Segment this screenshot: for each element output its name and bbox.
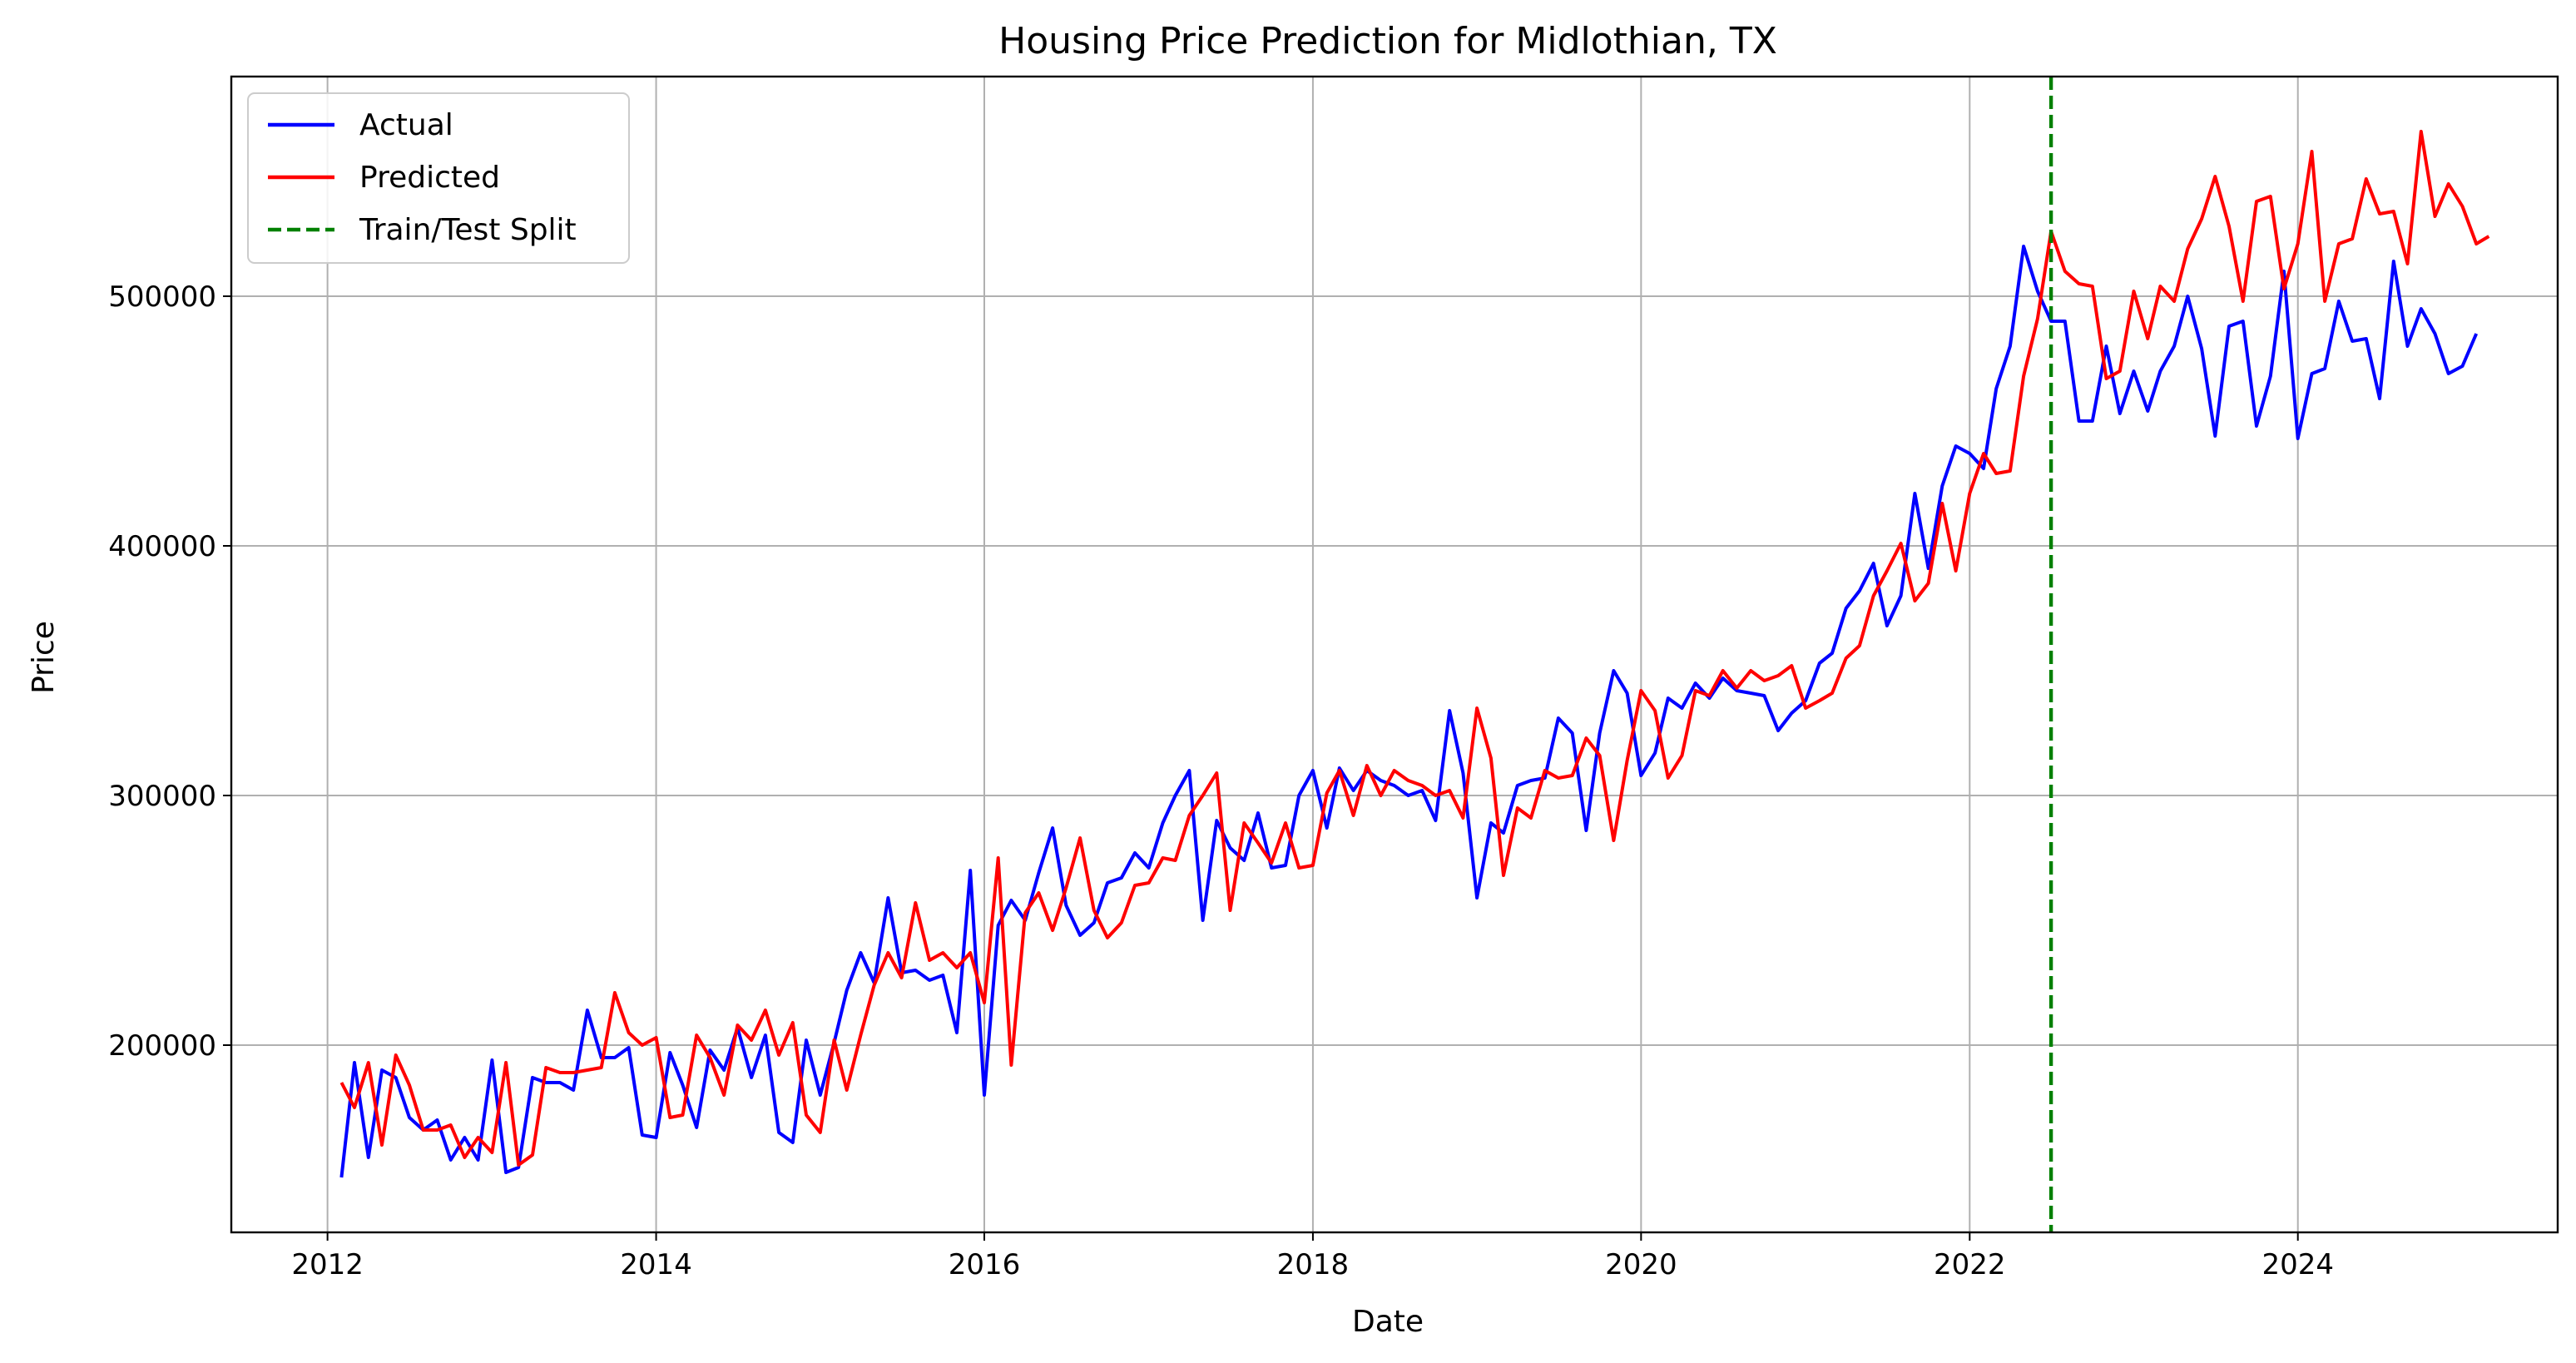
x-tick-label: 2012	[291, 1248, 364, 1281]
x-tick-label: 2024	[2261, 1248, 2334, 1281]
y-axis: 200000 300000 400000 500000	[108, 280, 231, 1063]
plot-area	[339, 77, 2490, 1232]
chart-title: Housing Price Prediction for Midlothian,…	[998, 20, 1777, 62]
x-tick-label: 2014	[620, 1248, 692, 1281]
y-axis-label: Price	[27, 621, 61, 694]
series-line-predicted	[339, 130, 2490, 1167]
x-tick-label: 2022	[1934, 1248, 2006, 1281]
legend-label-actual: Actual	[359, 108, 453, 142]
legend: Actual Predicted Train/Test Split	[247, 92, 630, 264]
legend-label-train-test-split: Train/Test Split	[359, 213, 577, 247]
y-tick-label: 200000	[108, 1029, 216, 1063]
y-tick-label: 500000	[108, 280, 216, 314]
series-line-actual	[339, 245, 2479, 1178]
legend-label-predicted: Predicted	[359, 161, 500, 195]
x-tick-label: 2020	[1605, 1248, 1677, 1281]
x-axis-label: Date	[1352, 1305, 1424, 1339]
x-axis: 2012 2014 2016 2018 2020 2022 2024	[291, 1232, 2334, 1281]
y-tick-label: 300000	[108, 780, 216, 813]
x-tick-label: 2018	[1277, 1248, 1350, 1281]
y-tick-label: 400000	[108, 530, 216, 563]
legend-box	[247, 92, 630, 264]
axes-frame	[230, 75, 2559, 1234]
x-tick-label: 2016	[949, 1248, 1021, 1281]
